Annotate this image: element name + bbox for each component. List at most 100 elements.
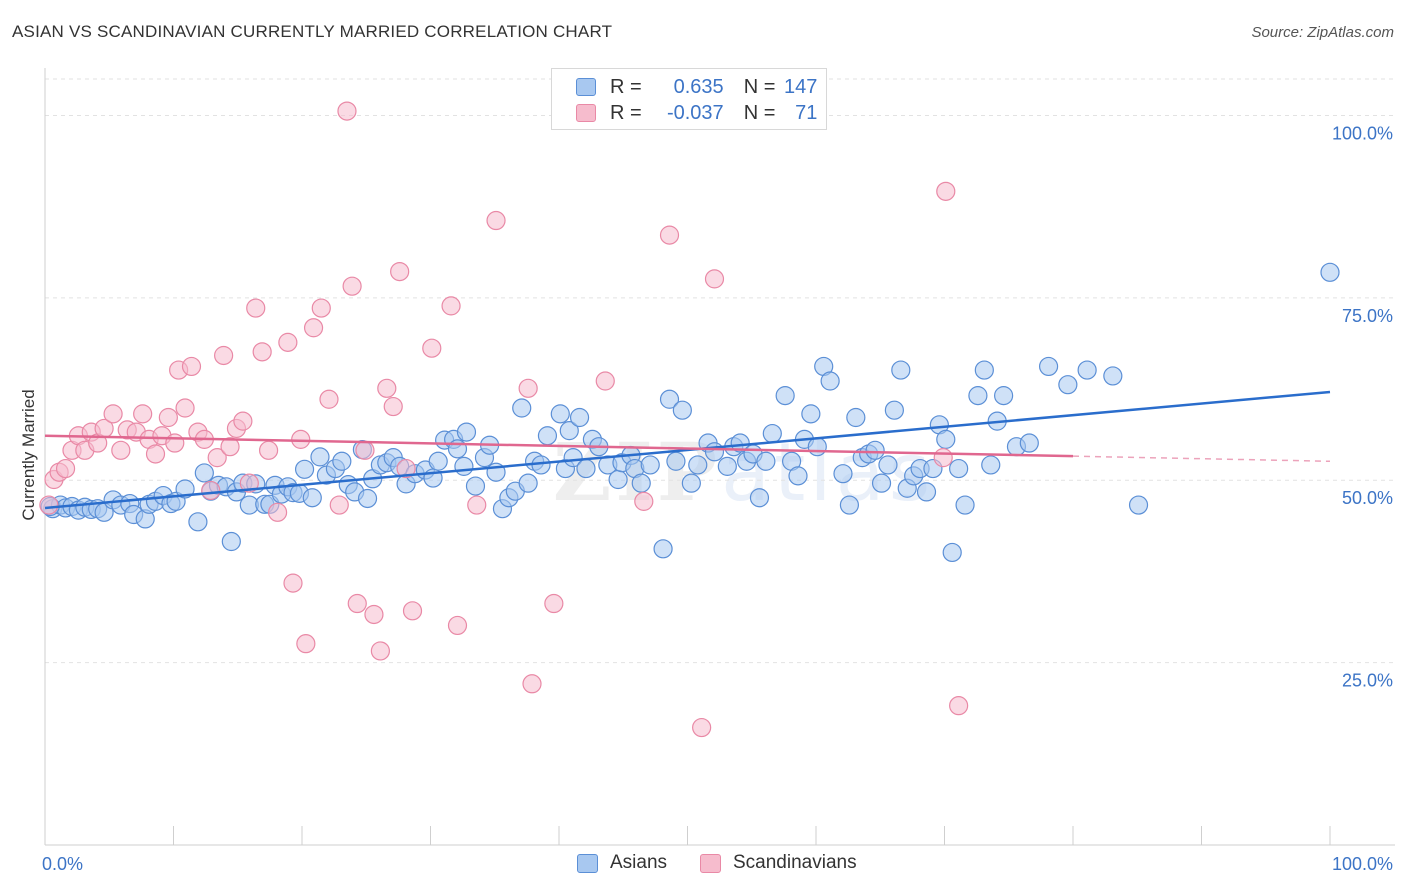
asians-point xyxy=(672,400,692,420)
scandinavians-point xyxy=(595,371,615,391)
scandinavians-point xyxy=(291,429,311,449)
asians-point xyxy=(704,442,725,462)
scandinavians-point xyxy=(55,458,76,479)
asians-point xyxy=(188,512,208,532)
scandinavians-point xyxy=(311,298,331,318)
asians-point xyxy=(1038,356,1059,377)
asians-point xyxy=(1103,366,1123,386)
scandinavians-point xyxy=(441,296,461,316)
scandinavians-point xyxy=(522,674,542,694)
chart-source: Source: ZipAtlas.com xyxy=(1251,24,1394,41)
legend-r-value: -0.037 xyxy=(666,101,724,124)
scandinavians-point xyxy=(239,473,259,493)
asians-point xyxy=(974,360,994,380)
legend-r-label: R = xyxy=(610,101,642,124)
x-tick-label: 0.0% xyxy=(42,854,83,874)
x-tick-label: 100.0% xyxy=(1332,854,1393,874)
asians-point xyxy=(942,542,962,563)
asians-point xyxy=(569,407,590,428)
y-tick-label: 50.0% xyxy=(1342,488,1393,508)
asians-point xyxy=(788,466,808,486)
asians-point xyxy=(302,488,322,508)
asians-point xyxy=(994,386,1014,406)
trend-lines xyxy=(44,390,1331,510)
legend-item-asians: Asians xyxy=(577,852,667,874)
asians-point xyxy=(332,451,352,471)
scandinavians-point xyxy=(422,338,442,358)
asians-point xyxy=(537,426,558,446)
scandinavians-point xyxy=(220,437,240,457)
scandinavians-point xyxy=(370,641,390,661)
scandinavians-point xyxy=(347,593,367,614)
asians-point xyxy=(717,456,737,476)
legend-swatch-scandinavians xyxy=(700,853,721,873)
asians-point xyxy=(456,422,477,442)
scandinavians-point xyxy=(283,573,303,593)
scandinavians-point xyxy=(692,717,712,738)
legend-row-scandinavians: R = -0.037 N = 71 xyxy=(576,101,817,125)
scandinavians-point xyxy=(396,458,416,479)
tick-labels: 25.0% 50.0% 75.0% 100.0% 0.0% 100.0% xyxy=(42,123,1393,874)
asians-point xyxy=(659,389,680,409)
scandinavians-point xyxy=(364,604,384,625)
series-legend: Asians Scandinavians xyxy=(0,852,1406,878)
asians-point xyxy=(1077,360,1097,380)
asians-point xyxy=(640,455,660,475)
scandinavians-point xyxy=(486,210,506,231)
asians-point xyxy=(749,488,770,508)
scandinavians-point xyxy=(634,491,654,511)
asians-point xyxy=(936,429,956,449)
scandinavians-point xyxy=(246,298,266,318)
asians-point xyxy=(846,407,866,428)
asians-point xyxy=(428,451,448,471)
y-tick-label: 75.0% xyxy=(1342,306,1393,326)
scandinavians-point xyxy=(207,448,227,468)
scandinavians-point xyxy=(329,495,349,515)
asians-point xyxy=(916,482,937,502)
asians-point xyxy=(949,458,969,479)
asians-point xyxy=(955,495,975,515)
asians-point xyxy=(801,404,821,424)
asians-point xyxy=(653,539,673,559)
legend-n-label: N = xyxy=(743,101,776,124)
asians-point xyxy=(550,404,570,424)
asians-point xyxy=(807,437,827,457)
scandinavians-point xyxy=(267,502,288,522)
trend-line-scandinavians xyxy=(44,434,1074,458)
stats-legend: R = 0.635 N = 147 R = -0.037 N = 71 xyxy=(551,68,827,130)
scandinavians-point xyxy=(181,356,202,377)
legend-n-value: 71 xyxy=(795,101,818,124)
scandinavians-point xyxy=(303,318,324,338)
asians-point xyxy=(833,464,853,484)
asians-point xyxy=(981,455,1001,475)
asians-point xyxy=(631,473,651,493)
asians-point xyxy=(512,398,532,418)
scandinavians-point xyxy=(39,495,59,515)
asians-point xyxy=(294,459,315,479)
asians-point xyxy=(559,421,579,441)
asians-point xyxy=(357,488,378,509)
series-asians xyxy=(40,262,1340,563)
asians-point xyxy=(666,451,686,471)
asians-point xyxy=(1019,433,1039,453)
scandinavians-point xyxy=(383,396,403,417)
asians-point xyxy=(871,473,892,493)
y-axis-label: Currently Married xyxy=(19,389,38,520)
asians-point xyxy=(576,458,596,479)
asians-point xyxy=(968,386,988,406)
scandinavians-point xyxy=(278,332,298,352)
scandinavians-point xyxy=(175,398,195,418)
asians-point xyxy=(175,479,195,499)
scandinavians-point xyxy=(103,404,123,424)
scandinavians-point xyxy=(342,276,362,296)
scandinavians-point xyxy=(704,269,725,289)
scandinavians-point xyxy=(467,495,487,515)
asians-point xyxy=(563,448,583,468)
asians-point xyxy=(194,463,214,483)
scandinavians-point xyxy=(201,480,221,501)
scandinavians-point xyxy=(158,407,178,428)
chart-title: ASIAN VS SCANDINAVIAN CURRENTLY MARRIED … xyxy=(12,22,613,41)
legend-swatch-asians xyxy=(576,78,596,96)
legend-swatch-asians xyxy=(577,853,598,873)
